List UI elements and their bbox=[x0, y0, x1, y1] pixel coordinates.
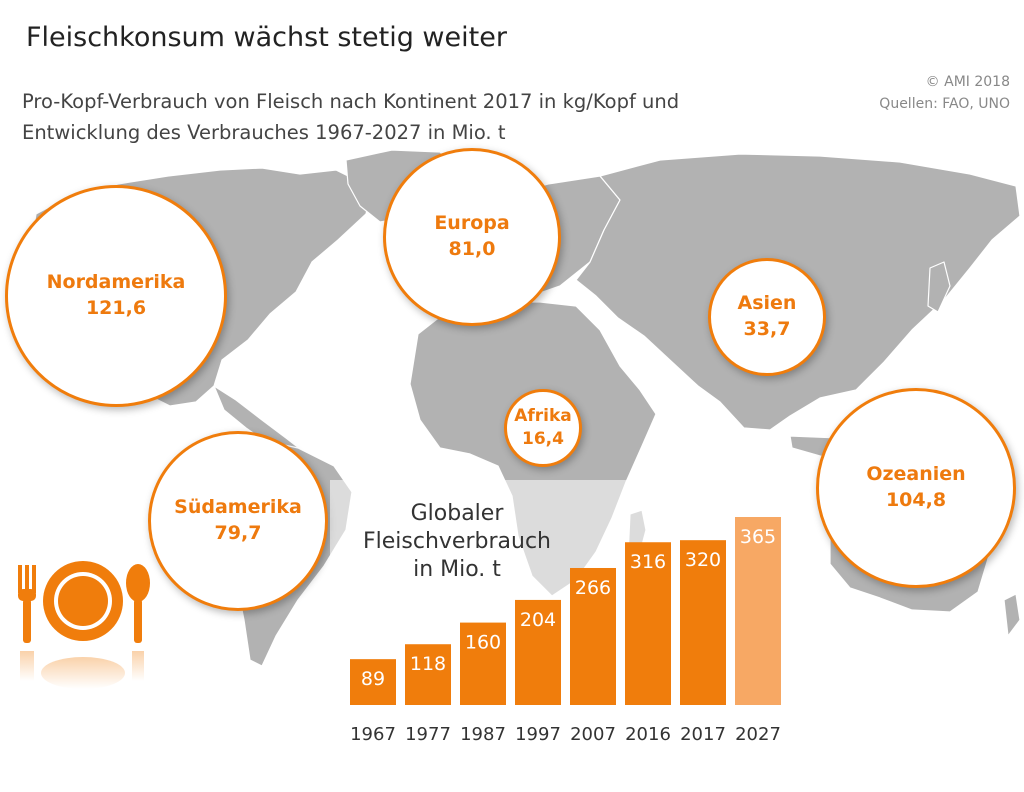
x-tick-label-1967: 1967 bbox=[350, 724, 396, 745]
bar-1997 bbox=[515, 599, 561, 705]
bar-value-label-2017: 320 bbox=[685, 549, 721, 571]
bar-value-label-1977: 118 bbox=[410, 653, 446, 675]
page-title: Fleischkonsum wächst stetig weiter bbox=[26, 22, 507, 53]
bubble-nordamerika: Nordamerika 121,6 bbox=[5, 185, 227, 407]
source-credit: © AMI 2018 Quellen: FAO, UNO bbox=[879, 71, 1010, 115]
bar-1987 bbox=[460, 622, 506, 705]
x-tick-label-1987: 1987 bbox=[460, 724, 506, 745]
bar-2016 bbox=[625, 542, 671, 705]
sources-text: Quellen: FAO, UNO bbox=[879, 96, 1010, 112]
subtitle-line-2: Entwicklung des Verbrauches 1967-2027 in… bbox=[22, 121, 506, 144]
map-japan bbox=[927, 261, 951, 313]
bar-1967 bbox=[350, 659, 396, 705]
x-tick-label-1997: 1997 bbox=[515, 724, 561, 745]
chart-title-line-1: Globaler bbox=[410, 501, 504, 526]
x-tick-label-2007: 2007 bbox=[570, 724, 616, 745]
bubble-value: 33,7 bbox=[743, 318, 791, 340]
bubble-label: Afrika bbox=[514, 406, 572, 427]
bar-value-label-2016: 316 bbox=[630, 551, 666, 573]
bar-1977 bbox=[405, 644, 451, 705]
x-tick-label-1977: 1977 bbox=[405, 724, 451, 745]
x-tick-label-2017: 2017 bbox=[680, 724, 726, 745]
place-setting-icon bbox=[18, 561, 150, 689]
bar-value-label-1987: 160 bbox=[465, 632, 501, 654]
bar-2017 bbox=[680, 540, 726, 705]
bubble-value: 16,4 bbox=[522, 429, 564, 449]
bubble-label: Südamerika bbox=[174, 496, 302, 519]
bubble-value: 121,6 bbox=[85, 297, 147, 319]
bubble-value: 104,8 bbox=[885, 489, 947, 511]
bar-value-label-1997: 204 bbox=[520, 609, 556, 631]
chart-title-line-2: Fleischverbrauch bbox=[363, 529, 551, 554]
bar-value-label-2027: 365 bbox=[740, 526, 776, 548]
bubble-label: Asien bbox=[737, 292, 797, 315]
bubble-afrika: Afrika 16,4 bbox=[504, 389, 582, 467]
subtitle-line-1: Pro-Kopf-Verbrauch von Fleisch nach Kont… bbox=[22, 90, 680, 113]
chart-title-line-3: in Mio. t bbox=[413, 557, 501, 582]
x-tick-label-2027: 2027 bbox=[735, 724, 781, 745]
x-tick-label-2016: 2016 bbox=[625, 724, 671, 745]
bubble-value: 81,0 bbox=[448, 238, 496, 260]
bubble-label: Europa bbox=[434, 212, 510, 235]
bubble-value: 79,7 bbox=[214, 522, 262, 544]
bubble-label: Ozeanien bbox=[866, 463, 966, 486]
copyright-text: © AMI 2018 bbox=[925, 74, 1010, 90]
chart-title: Globaler Fleischverbrauch in Mio. t bbox=[342, 500, 572, 584]
bubble-asien: Asien 33,7 bbox=[708, 258, 826, 376]
bubble-label: Nordamerika bbox=[46, 271, 186, 294]
bubble-europa: Europa 81,0 bbox=[383, 148, 561, 326]
bar-chart: 89 1967 118 1977 160 1987 204 1997 266 2007 316 201… bbox=[350, 517, 781, 745]
bar-value-label-1967: 89 bbox=[361, 668, 385, 690]
bar-2027 bbox=[735, 517, 781, 705]
map-new-zealand bbox=[1003, 593, 1021, 637]
bubble-suedamerika: Südamerika 79,7 bbox=[148, 431, 328, 611]
bar-2007 bbox=[570, 567, 616, 705]
page-subtitle: Pro-Kopf-Verbrauch von Fleisch nach Kont… bbox=[22, 86, 679, 148]
bubble-ozeanien: Ozeanien 104,8 bbox=[816, 388, 1016, 588]
bar-value-label-2007: 266 bbox=[575, 577, 611, 599]
